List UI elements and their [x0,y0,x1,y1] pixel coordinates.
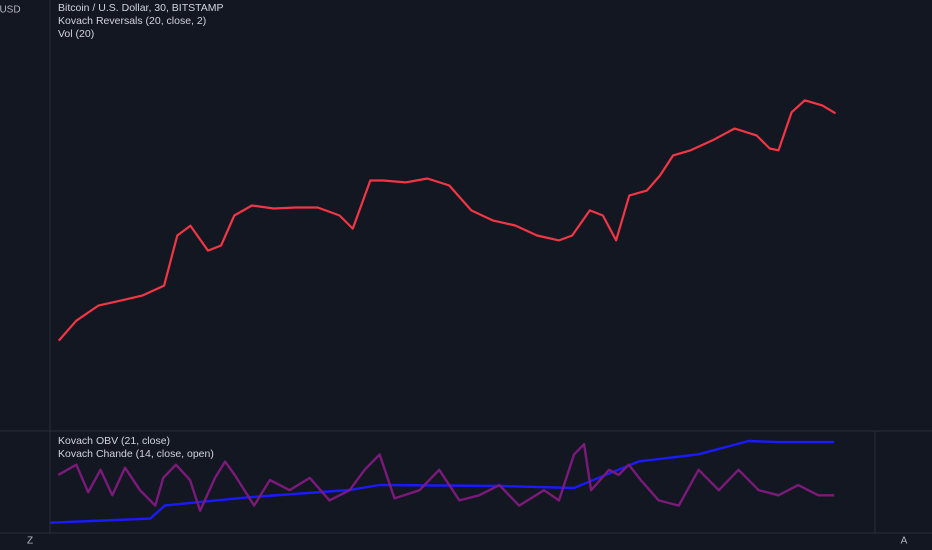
series-line [57,99,837,342]
legend-title: Bitcoin / U.S. Dollar, 30, BITSTAMP [58,2,224,14]
series-line [57,443,835,512]
legend-indicator: Kovach Reversals (20, close, 2) [58,15,206,27]
corner-button[interactable]: Z [27,536,33,547]
price-unit: USD [0,5,21,16]
legend-indicator: Vol (20) [58,28,94,40]
series-line [50,439,835,524]
legend-indicator: Kovach Chande (14, close, open) [58,448,214,460]
corner-button[interactable]: A [901,536,908,547]
legend-indicator: Kovach OBV (21, close) [58,435,170,447]
marks [50,99,837,524]
